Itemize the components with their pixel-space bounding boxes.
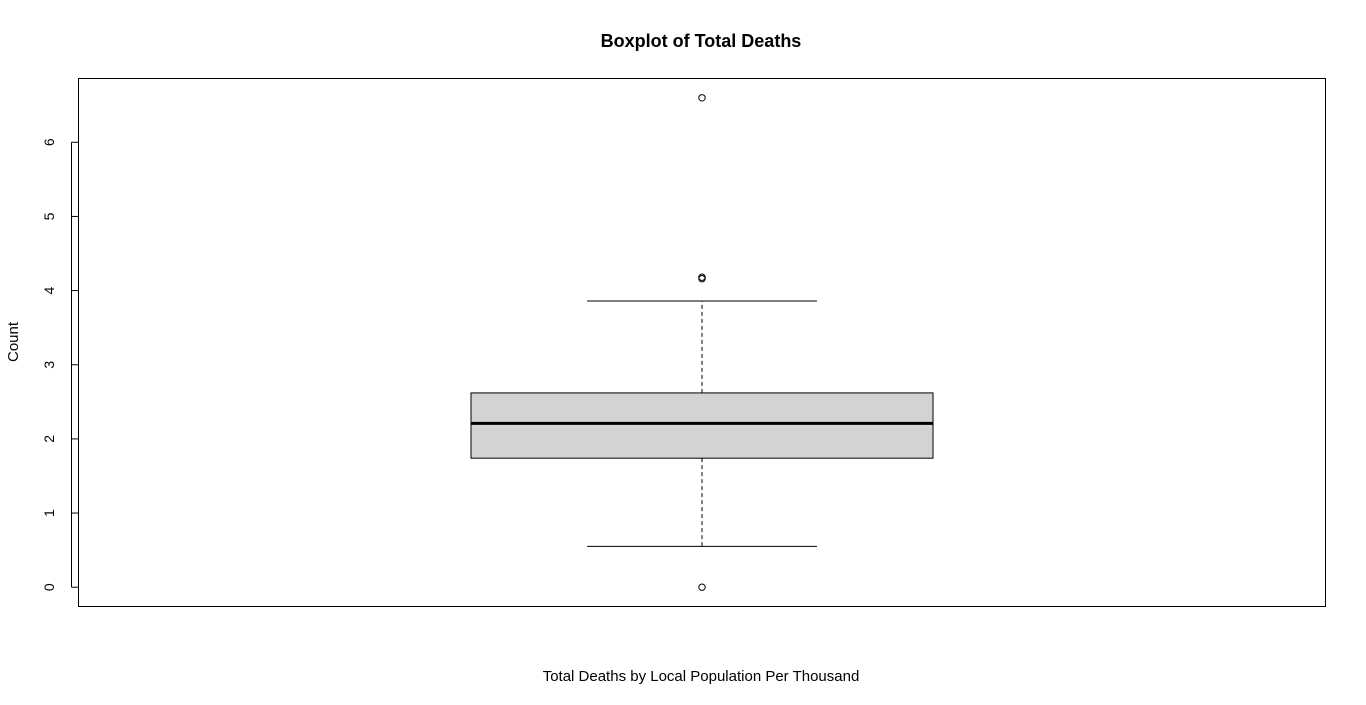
- y-tick-label: 5: [41, 212, 57, 220]
- outlier-point: [698, 275, 706, 283]
- y-axis: 0 1 2 3 4 5 6: [41, 138, 79, 591]
- iqr-box: [470, 392, 934, 459]
- outlier-group: [698, 94, 706, 591]
- outlier-point: [698, 583, 706, 591]
- y-tick-label: 3: [41, 361, 57, 369]
- outlier-point: [698, 94, 706, 102]
- chart-title: Boxplot of Total Deaths: [601, 31, 802, 51]
- y-axis-label: Count: [5, 321, 22, 362]
- y-tick-label: 6: [41, 138, 57, 146]
- y-tick-label: 1: [41, 509, 57, 517]
- box-group: [470, 300, 934, 547]
- outlier-point: [698, 273, 706, 281]
- y-tick-label: 4: [41, 286, 57, 294]
- plot-frame: [78, 78, 1326, 607]
- y-tick-label: 2: [41, 435, 57, 443]
- x-axis-label: Total Deaths by Local Population Per Tho…: [543, 668, 860, 685]
- y-tick-label: 0: [41, 583, 57, 591]
